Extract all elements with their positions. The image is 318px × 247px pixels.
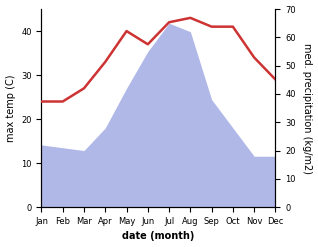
Y-axis label: med. precipitation (kg/m2): med. precipitation (kg/m2) — [302, 43, 313, 174]
X-axis label: date (month): date (month) — [122, 231, 195, 242]
Y-axis label: max temp (C): max temp (C) — [5, 74, 16, 142]
